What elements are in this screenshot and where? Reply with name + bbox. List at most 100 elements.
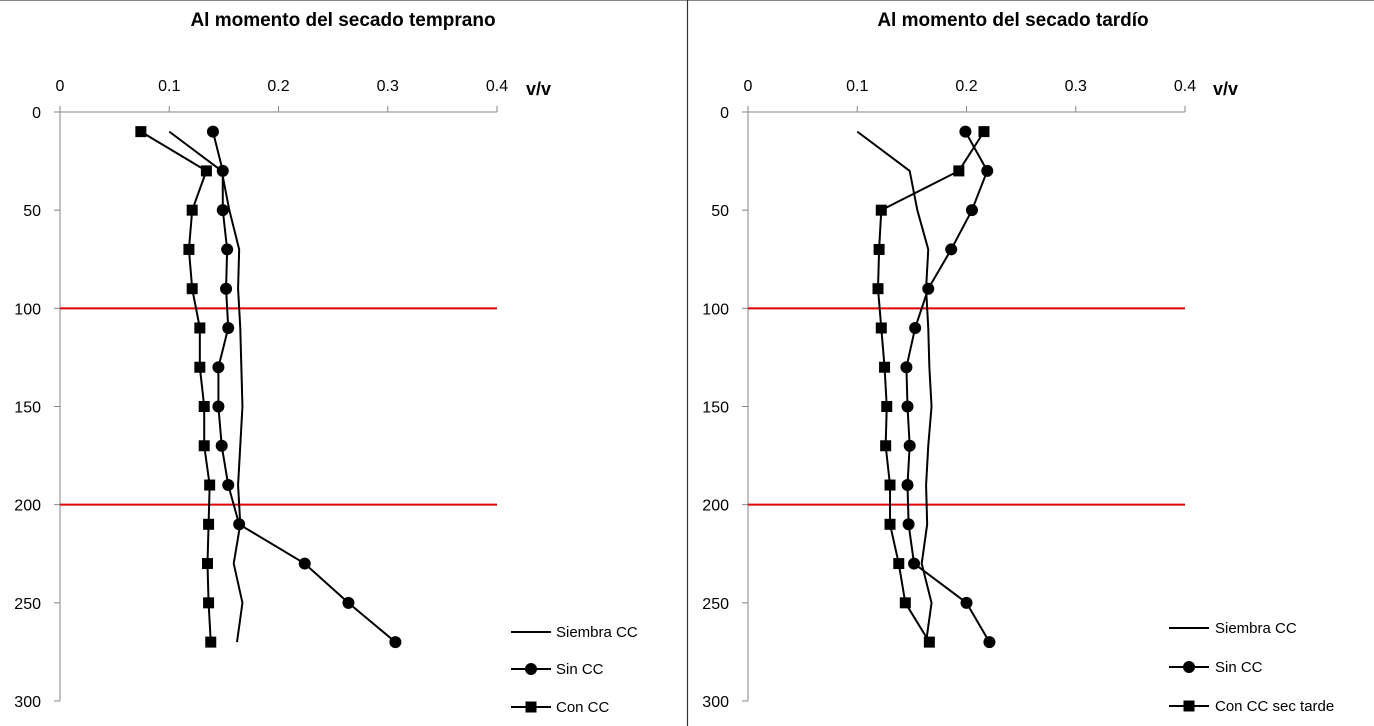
data-point-sin-cc <box>215 439 228 452</box>
y-tick-label: 300 <box>14 694 41 711</box>
y-tick-label: 150 <box>14 400 41 417</box>
data-point-sin-cc <box>960 596 973 609</box>
x-tick-label: 0.2 <box>955 78 977 95</box>
data-point-sin-cc <box>965 204 978 217</box>
data-point-sin-cc <box>903 439 916 452</box>
data-point-sin-cc <box>902 518 915 531</box>
data-point-con-cc-sec-tarde <box>881 401 893 412</box>
x-tick-label: 0.2 <box>267 78 289 95</box>
data-point-con-cc <box>205 636 217 648</box>
series-line-sin-cc <box>211 131 397 643</box>
data-point-sin-cc <box>922 282 935 295</box>
data-point-sin-cc <box>983 636 996 649</box>
y-tick-label: 0 <box>720 105 729 122</box>
y-tick-labels: 0 50 100 150 200 250 300 <box>702 105 729 711</box>
legend-marker-square <box>525 701 537 713</box>
chart-title: Al momento del secado tardío <box>877 10 1148 31</box>
data-point-sin-cc <box>221 243 234 256</box>
y-tick-label: 250 <box>702 596 729 613</box>
x-tick-label: 0.4 <box>486 78 508 95</box>
series-line-con-cc-sec-tarde <box>877 131 985 643</box>
data-point-sin-cc <box>981 164 994 177</box>
data-point-sin-cc <box>216 164 229 177</box>
legend-label-sin-cc: Sin CC <box>1215 659 1263 676</box>
y-tick-label: 100 <box>14 301 41 318</box>
legend-label-con-cc: Con CC <box>556 699 610 716</box>
data-point-con-cc <box>200 165 212 177</box>
legend-label-sin-cc: Sin CC <box>556 661 604 678</box>
data-point-sin-cc <box>233 518 246 531</box>
data-point-sin-cc <box>212 400 225 413</box>
x-tick-label: 0.1 <box>158 78 180 95</box>
data-point-sin-cc <box>945 243 958 256</box>
data-point-sin-cc <box>216 204 229 217</box>
series-line-siembra-cc <box>168 130 244 643</box>
data-point-con-cc <box>186 204 198 216</box>
data-point-con-cc-sec-tarde <box>880 440 892 452</box>
panel-secado-temprano: Al momento del secado temprano v/v 0 0.1 0… <box>14 10 638 716</box>
reference-lines <box>60 307 497 506</box>
y-tick-label: 250 <box>14 596 41 613</box>
data-point-con-cc-sec-tarde <box>884 479 896 491</box>
series-line-sin-cc <box>905 131 991 643</box>
panel-secado-tardio: Al momento del secado tardío v/v 0 0.1 0.2… <box>702 10 1334 715</box>
y-tick-label: 200 <box>14 498 41 515</box>
x-tick-labels: 0 0.1 0.2 0.3 0.4 <box>744 78 1197 95</box>
legend-label-con-cc-sec-tarde: Con CC sec tarde <box>1215 698 1334 715</box>
y-tick-label: 300 <box>702 694 729 711</box>
y-tick-label: 150 <box>702 400 729 417</box>
y-tick-label: 200 <box>702 498 729 515</box>
data-point-sin-cc <box>342 596 355 609</box>
data-point-sin-cc <box>206 125 219 138</box>
data-point-con-cc-sec-tarde <box>872 283 884 295</box>
data-point-sin-cc <box>220 282 233 295</box>
chart-title: Al momento del secado temprano <box>190 10 495 31</box>
data-point-con-cc-sec-tarde <box>899 597 911 609</box>
data-point-con-cc <box>198 401 210 412</box>
data-point-con-cc-sec-tarde <box>923 636 935 648</box>
data-point-sin-cc <box>389 636 402 649</box>
data-point-sin-cc <box>959 125 972 138</box>
y-tick-label: 100 <box>702 301 729 318</box>
data-point-sin-cc <box>298 557 311 570</box>
data-point-con-cc <box>135 126 147 138</box>
y-tick-label: 0 <box>32 105 41 122</box>
data-point-con-cc-sec-tarde <box>875 204 887 216</box>
data-point-con-cc <box>203 518 215 530</box>
data-point-con-cc <box>194 322 206 334</box>
x-unit-label: v/v <box>526 79 551 99</box>
data-point-sin-cc <box>901 479 914 492</box>
axes <box>54 106 498 702</box>
data-point-sin-cc <box>222 321 235 334</box>
data-point-con-cc-sec-tarde <box>893 558 905 570</box>
data-point-con-cc <box>186 283 198 295</box>
series-group <box>856 125 996 649</box>
y-tick-label: 50 <box>23 203 41 220</box>
x-tick-label: 0 <box>744 78 753 95</box>
data-point-con-cc-sec-tarde <box>875 322 887 334</box>
data-point-con-cc-sec-tarde <box>884 518 896 530</box>
x-tick-label: 0 <box>56 78 65 95</box>
legend: Siembra CC Sin CC Con CC <box>511 624 638 716</box>
data-point-con-cc <box>203 597 215 609</box>
axes <box>742 106 1186 702</box>
y-tick-labels: 0 50 100 150 200 250 300 <box>14 105 41 711</box>
data-point-sin-cc <box>908 557 921 570</box>
data-point-con-cc <box>204 479 216 491</box>
x-tick-label: 0.3 <box>377 78 399 95</box>
series-line-con-cc <box>140 130 212 643</box>
legend-label-siembra-cc: Siembra CC <box>1215 620 1297 637</box>
data-point-con-cc-sec-tarde <box>978 126 990 138</box>
x-unit-label: v/v <box>1213 79 1238 99</box>
data-point-con-cc <box>183 243 195 255</box>
x-tick-label: 0.1 <box>846 78 868 95</box>
data-point-con-cc-sec-tarde <box>953 165 965 177</box>
data-point-sin-cc <box>212 361 225 374</box>
x-tick-label: 0.4 <box>1174 78 1196 95</box>
data-point-con-cc <box>194 361 206 373</box>
data-point-con-cc <box>201 558 213 570</box>
legend-marker-circle <box>525 663 537 675</box>
x-tick-labels: 0 0.1 0.2 0.3 0.4 <box>56 78 509 95</box>
series-group <box>135 125 402 649</box>
